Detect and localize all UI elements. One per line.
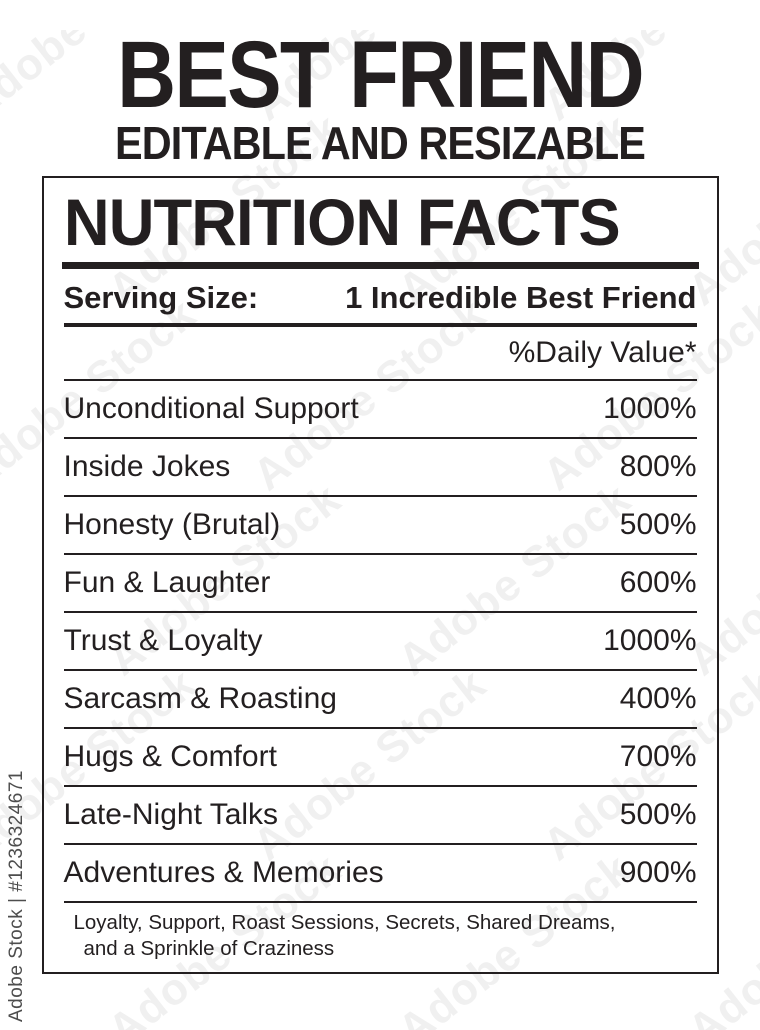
nutrient-rows: Unconditional Support 1000% Inside Jokes…	[62, 381, 699, 903]
nutrient-row: Fun & Laughter 600%	[62, 555, 699, 611]
row-divider	[63, 437, 697, 439]
row-divider	[63, 785, 697, 787]
page-subtitle: EDITABLE AND RESIZABLE	[115, 117, 646, 169]
row-divider	[63, 495, 697, 497]
nutrient-name: Trust & Loyalty	[63, 624, 263, 657]
nutrient-value: 700%	[619, 740, 697, 773]
label-heading: NUTRITION FACTS	[63, 185, 620, 259]
nutrient-row: Adventures & Memories 900%	[62, 845, 699, 901]
label-footer: Loyalty, Support, Roast Sessions, Secret…	[62, 903, 699, 972]
nutrient-name: Sarcasm & Roasting	[63, 682, 337, 715]
row-divider	[63, 611, 697, 613]
nutrient-value: 1000%	[603, 392, 697, 425]
nutrient-row: Honesty (Brutal) 500%	[62, 497, 699, 553]
nutrient-name: Hugs & Comfort	[63, 740, 277, 773]
medium-divider	[63, 323, 697, 327]
row-divider	[63, 843, 697, 845]
nutrient-name: Adventures & Memories	[63, 856, 384, 889]
nutrient-name: Inside Jokes	[63, 450, 231, 483]
row-divider	[63, 379, 697, 381]
nutrient-value: 500%	[619, 508, 697, 541]
nutrient-row: Sarcasm & Roasting 400%	[62, 671, 699, 727]
nutrient-value: 600%	[619, 566, 697, 599]
footer-line-1: Loyalty, Support, Roast Sessions, Secret…	[73, 911, 616, 934]
serving-size-row: Serving Size: 1 Incredible Best Friend	[62, 269, 699, 323]
nutrient-row: Trust & Loyalty 1000%	[62, 613, 699, 669]
nutrient-name: Unconditional Support	[63, 392, 359, 425]
nutrient-value: 1000%	[603, 624, 697, 657]
nutrient-row: Hugs & Comfort 700%	[62, 729, 699, 785]
nutrient-value: 800%	[619, 450, 697, 483]
page-title: BEST FRIEND	[117, 22, 645, 128]
nutrient-row: Unconditional Support 1000%	[62, 381, 699, 437]
thick-divider	[61, 262, 699, 269]
serving-size-label: Serving Size:	[63, 280, 259, 315]
nutrient-value: 500%	[619, 798, 697, 831]
nutrient-name: Honesty (Brutal)	[63, 508, 281, 541]
stock-id-watermark: Adobe Stock | #1236324671	[6, 770, 27, 1022]
row-divider	[63, 727, 697, 729]
daily-value-header: %Daily Value*	[508, 336, 697, 369]
row-divider	[63, 901, 697, 903]
nutrient-row: Inside Jokes 800%	[62, 439, 699, 495]
serving-size-value: 1 Incredible Best Friend	[345, 280, 697, 315]
footer-line-2: and a Sprinkle of Craziness	[83, 937, 335, 960]
nutrient-row: Late-Night Talks 500%	[62, 787, 699, 843]
nutrient-value: 900%	[619, 856, 697, 889]
row-divider	[63, 669, 697, 671]
nutrient-name: Late-Night Talks	[63, 798, 279, 831]
nutrient-name: Fun & Laughter	[63, 566, 271, 599]
nutrient-value: 400%	[619, 682, 697, 715]
row-divider	[63, 553, 697, 555]
page-content: BEST FRIEND EDITABLE AND RESIZABLE NUTRI…	[0, 22, 760, 974]
nutrition-label-box: NUTRITION FACTS Serving Size: 1 Incredib…	[41, 176, 719, 974]
